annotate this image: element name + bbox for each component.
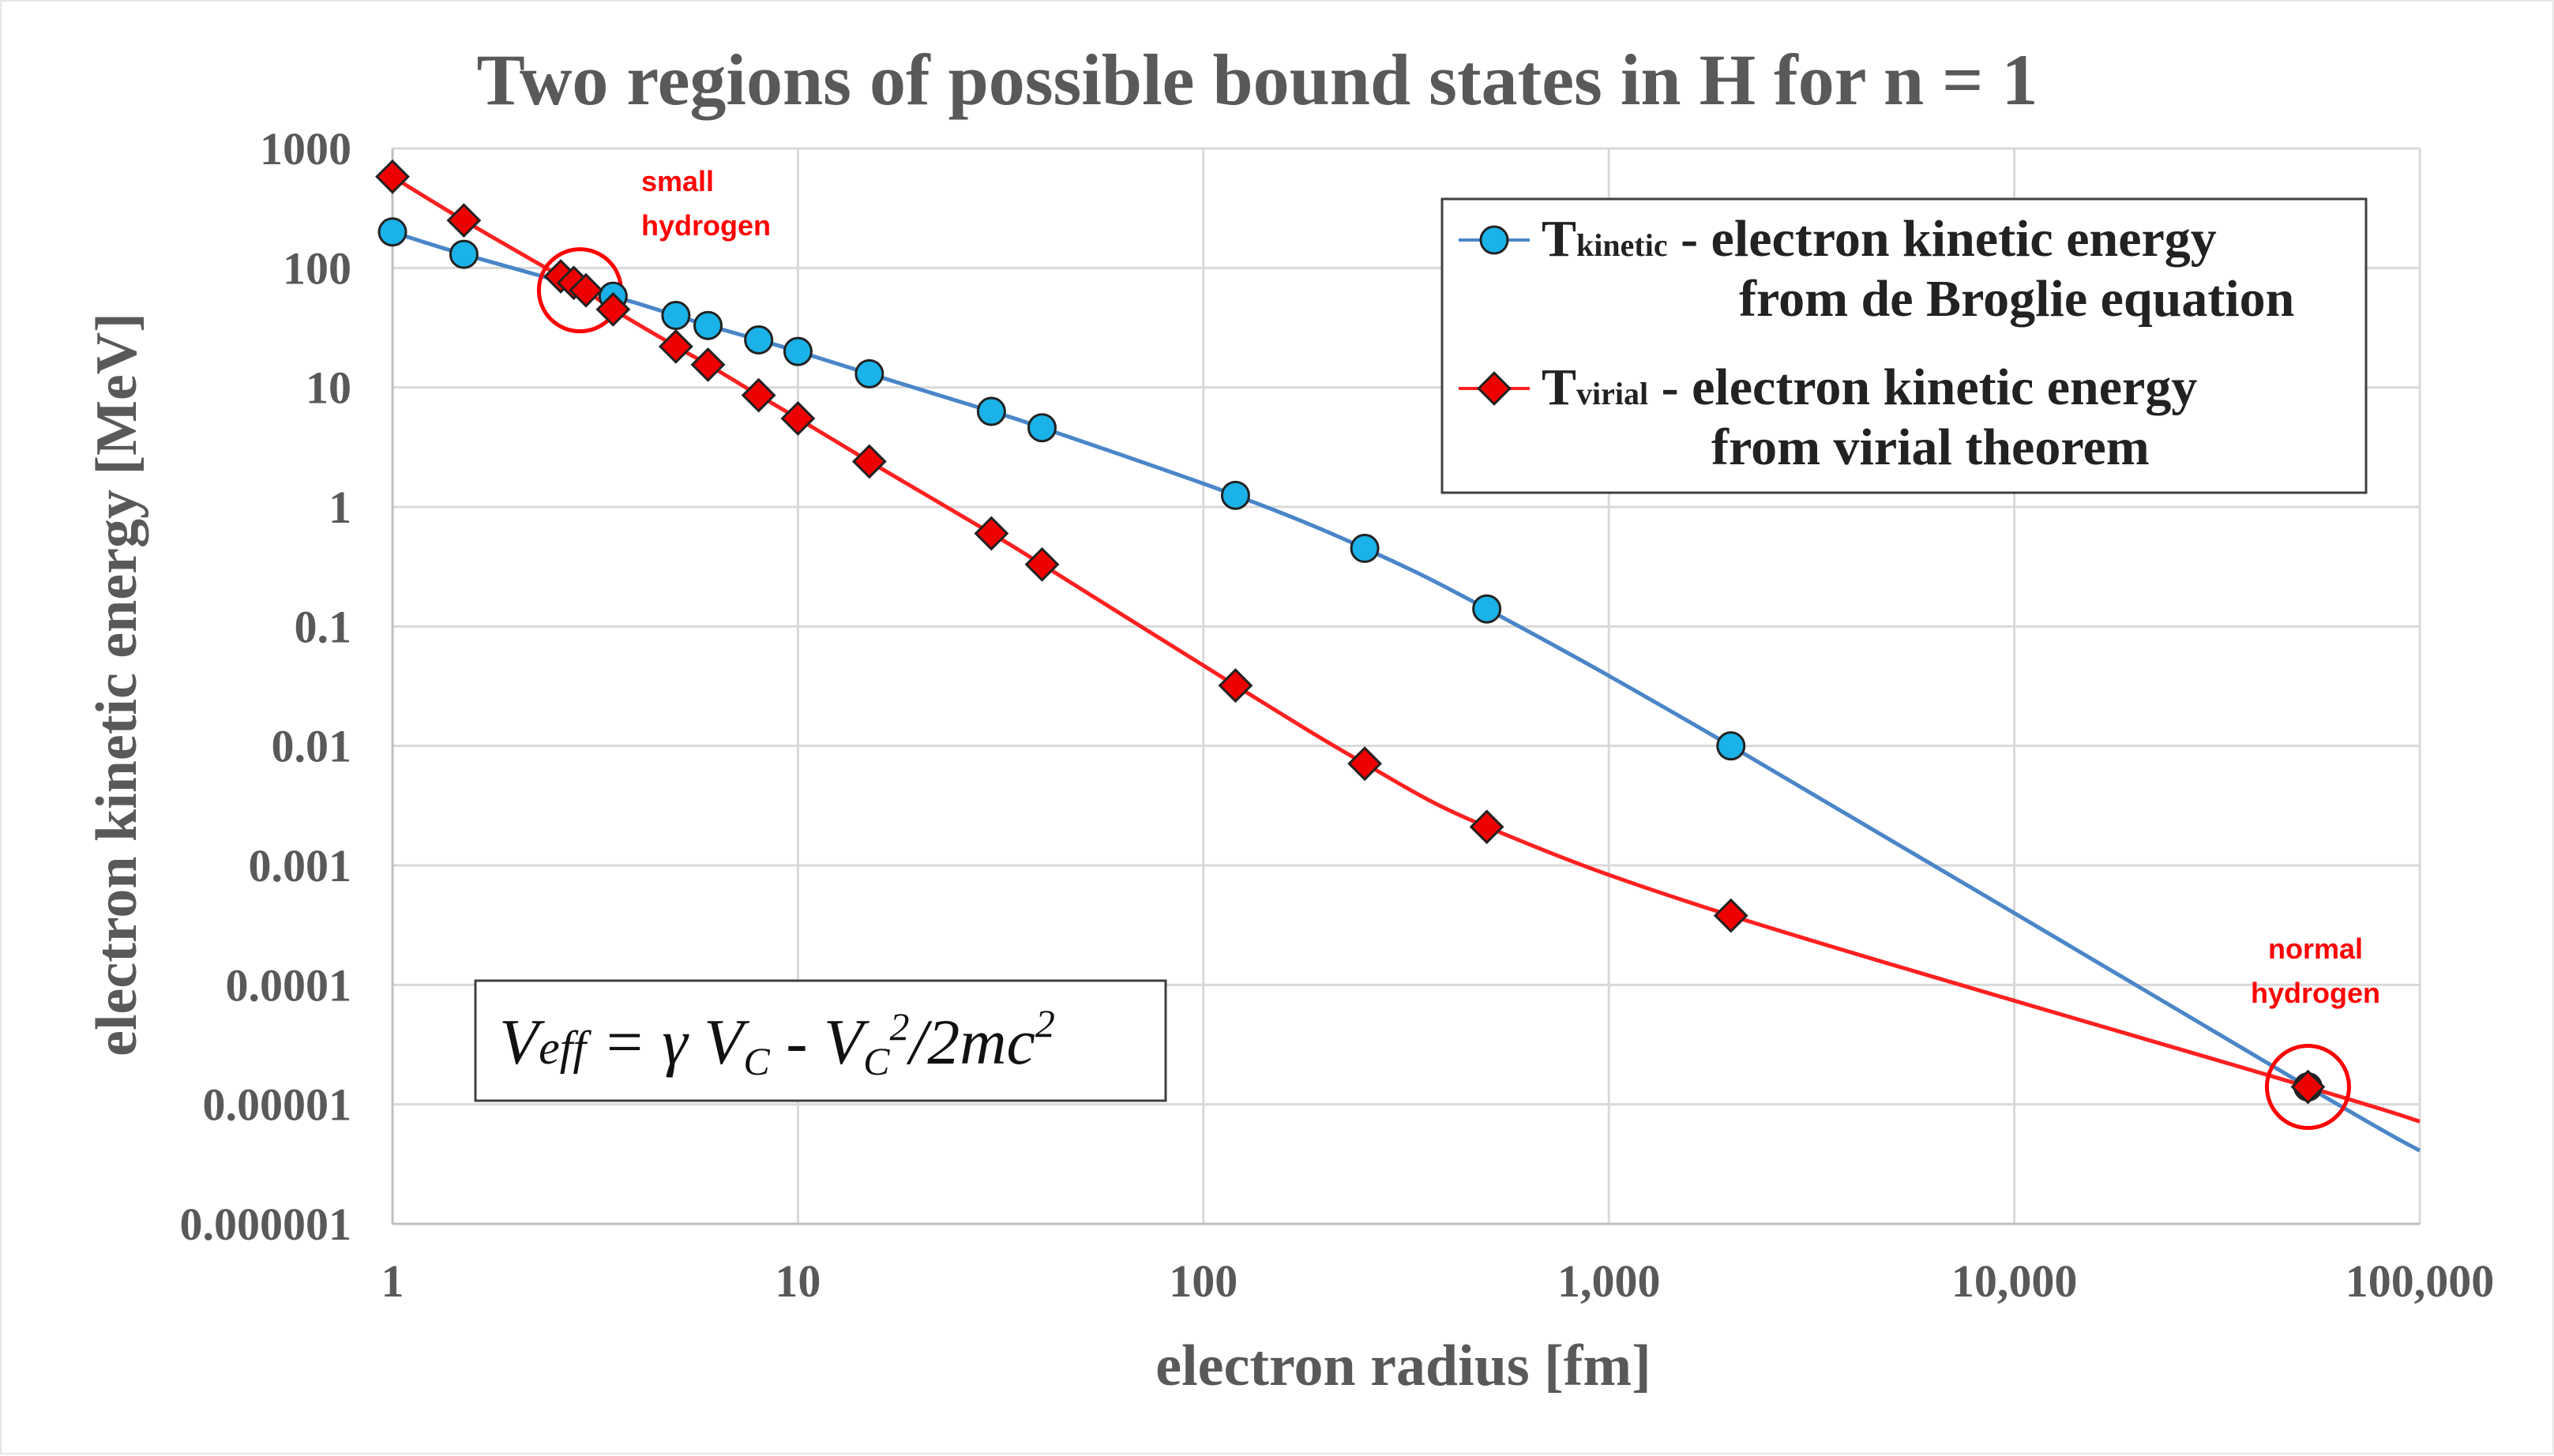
y-tick-label: 0.00001 [203, 1079, 352, 1131]
legend-line2-virial: from virial theorem [1711, 418, 2150, 476]
eq-equals-gamma: = γ [586, 1006, 704, 1078]
data-point-virial [2290, 1069, 2326, 1105]
data-point-kinetic [783, 336, 813, 366]
data-point-kinetic [377, 217, 408, 247]
y-tick-label: 0.01 [272, 721, 352, 772]
legend-sub-kinetic: kinetic [1576, 227, 1668, 263]
legend-entry-kinetic: Tkinetic - electron kinetic energy from … [1459, 210, 2294, 328]
y-tick-label: 0.0001 [226, 959, 352, 1011]
data-point-virial [780, 401, 816, 436]
legend-entry-virial: Tvirial - electron kinetic energy from v… [1459, 358, 2197, 476]
legend-box [1440, 197, 2368, 494]
chart-title: Two regions of possible bound states in … [476, 39, 2038, 120]
data-point-virial [446, 203, 482, 238]
eq-v-eff: V [499, 1006, 545, 1078]
y-tick-label: 1000 [260, 123, 351, 174]
legend-sub-virial: virial [1576, 376, 1648, 411]
axes [391, 148, 2420, 1225]
eq-vc2-sub: C [863, 1039, 890, 1083]
y-tick-label: 10 [306, 362, 351, 414]
legend-text-virial: Tvirial - electron kinetic energy [1542, 358, 2197, 416]
data-point-virial [1347, 746, 1383, 782]
x-tick-label: 10,000 [1951, 1255, 2078, 1307]
annotation-label-line: hydrogen [2251, 977, 2380, 1009]
legend-marker-virial [1477, 371, 1512, 406]
equation-box: Veff = γ VC - VC2/2mc2 [474, 979, 1167, 1102]
annotation-label-line: normal [2268, 933, 2363, 965]
annotation-label: normal hydrogen [2251, 933, 2380, 1009]
data-point-kinetic [744, 325, 774, 355]
data-point-kinetic [1350, 533, 1380, 563]
data-point-virial [741, 377, 776, 413]
data-point-kinetic [661, 301, 691, 331]
eq-tail: /2mc [906, 1006, 1035, 1078]
x-tick-label: 100 [1169, 1255, 1238, 1307]
legend-name-virial: T [1542, 358, 1576, 416]
equation-frame [474, 979, 1167, 1102]
data-point-kinetic [1716, 731, 1746, 761]
eq-vc2-sup: 2 [889, 1004, 909, 1049]
annotation-label-line: hydrogen [641, 209, 771, 242]
legend-name-kinetic: T [1542, 210, 1576, 268]
x-tick-label: 1 [381, 1255, 404, 1307]
y-axis-label: electron kinetic energy [MeV] [85, 313, 149, 1056]
y-tick-label: 0.001 [249, 840, 352, 891]
eq-tail-sup: 2 [1035, 1001, 1055, 1045]
x-tick-label: 10 [775, 1255, 821, 1307]
legend-line1-virial: - electron kinetic energy [1648, 358, 2197, 416]
y-axis-ticks: 1000 100 10 1 0.1 0.01 0.001 0.0001 0.00001 0.000… [180, 123, 352, 1250]
data-point-virial [974, 516, 1009, 551]
equation-text: Veff = γ VC - VC2/2mc2 [499, 1001, 1055, 1083]
x-tick-label: 100,000 [2346, 1255, 2495, 1307]
data-point-kinetic [693, 310, 723, 340]
data-point-virial [690, 347, 726, 382]
data-point-virial [1024, 546, 1060, 582]
eq-minus: - [770, 1006, 824, 1078]
legend-line1-kinetic: - electron kinetic energy [1668, 210, 2217, 268]
y-tick-label: 0.1 [295, 601, 352, 652]
data-point-kinetic [854, 358, 885, 388]
y-tick-label: 100 [283, 242, 351, 294]
data-point-virial [1469, 809, 1504, 845]
data-point-kinetic [1472, 594, 1502, 624]
data-point-virial [595, 291, 631, 327]
data-point-virial [375, 159, 410, 194]
data-point-kinetic [449, 239, 479, 269]
eq-eff-sub: eff [539, 1022, 592, 1074]
annotation-labels: small hydrogen normal hydrogen [641, 165, 2380, 1009]
annotation-label-line: small [641, 165, 714, 197]
legend-line2-kinetic: from de Broglie equation [1739, 270, 2294, 328]
annotation-circle [2264, 1044, 2351, 1131]
data-point-kinetic [976, 396, 1006, 426]
eq-vc: V [704, 1006, 749, 1078]
annotation-label: small hydrogen [641, 165, 771, 242]
data-point-kinetic [1220, 480, 1250, 510]
x-axis-ticks: 1 10 100 1,000 10,000 100,000 [381, 1255, 2495, 1307]
legend-text-kinetic: Tkinetic - electron kinetic energy [1542, 210, 2217, 268]
data-point-virial [658, 328, 693, 364]
x-axis-label: electron radius [fm] [1155, 1334, 1651, 1398]
series-markers [375, 159, 2326, 1105]
eq-vc-sub: C [743, 1039, 770, 1083]
x-tick-label: 1,000 [1557, 1255, 1661, 1307]
data-point-virial [569, 272, 603, 308]
y-tick-label: 1 [329, 482, 351, 533]
data-point-virial [1218, 668, 1253, 704]
data-point-virial [1713, 898, 1748, 933]
legend-marker-kinetic [1479, 225, 1509, 255]
eq-vc2: V [824, 1006, 869, 1078]
data-point-kinetic [1027, 413, 1057, 443]
y-tick-label: 0.000001 [180, 1199, 352, 1250]
data-point-virial [851, 444, 887, 479]
legend: Tkinetic - electron kinetic energy from … [1440, 197, 2368, 494]
